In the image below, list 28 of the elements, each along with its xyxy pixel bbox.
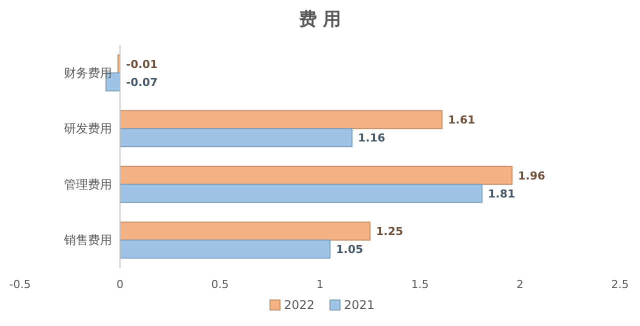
data-label: -0.07: [126, 76, 158, 89]
bar: [120, 222, 370, 241]
data-label: -0.01: [126, 58, 158, 71]
y-tick-label: 财务费用: [64, 66, 112, 80]
x-tick-label: -0.5: [9, 278, 31, 291]
legend-label: 2021: [344, 298, 375, 312]
x-tick-label: 2.5: [611, 278, 629, 291]
data-label: 1.61: [448, 114, 476, 127]
x-tick-label: 0: [116, 278, 124, 291]
data-label: 1.81: [488, 187, 516, 200]
data-label: 1.16: [358, 132, 386, 145]
data-label: 1.05: [336, 243, 364, 256]
legend-label: 2022: [284, 298, 315, 312]
bar: [120, 240, 330, 259]
y-tick-label: 研发费用: [64, 122, 112, 136]
bar: [120, 184, 482, 203]
data-label: 1.25: [376, 225, 404, 238]
data-label: 1.96: [518, 169, 546, 182]
x-tick-label: 1.5: [411, 278, 429, 291]
y-tick-label: 管理费用: [64, 177, 112, 192]
bar: [120, 110, 442, 130]
x-tick-label: 1: [316, 278, 324, 291]
x-tick-label: 2: [516, 278, 524, 291]
bar: [120, 128, 352, 148]
bar: [120, 166, 512, 185]
chart-title: 费 用: [298, 9, 342, 30]
x-tick-label: 0.5: [211, 278, 229, 291]
y-tick-label: 销售费用: [63, 233, 112, 248]
